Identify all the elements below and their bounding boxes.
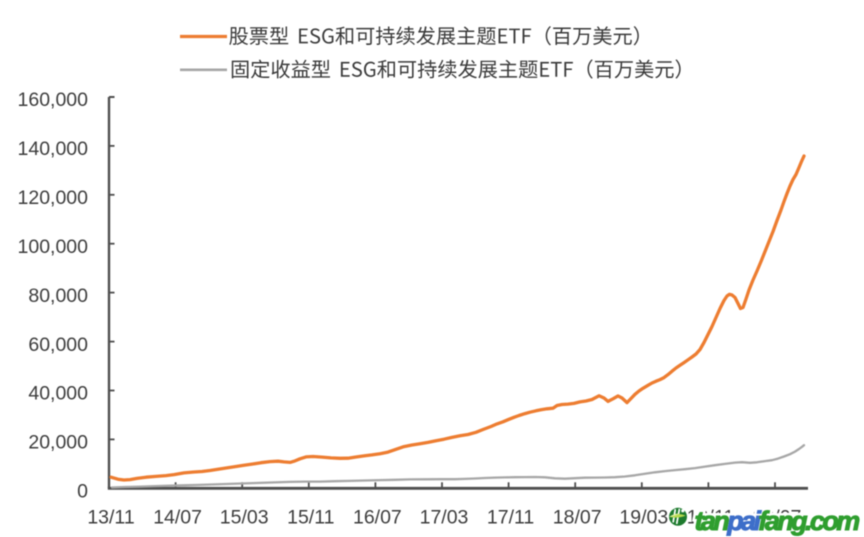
svg-text:40,000: 40,000 bbox=[28, 383, 88, 405]
svg-text:15/03: 15/03 bbox=[220, 507, 269, 529]
svg-text:60,000: 60,000 bbox=[28, 334, 88, 356]
svg-text:20/07: 20/07 bbox=[753, 507, 802, 529]
svg-text:140,000: 140,000 bbox=[18, 138, 89, 160]
svg-text:17/03: 17/03 bbox=[420, 507, 469, 529]
svg-text:19/11: 19/11 bbox=[687, 507, 734, 529]
svg-text:19/03: 19/03 bbox=[619, 507, 668, 529]
svg-text:16/07: 16/07 bbox=[353, 507, 402, 529]
svg-text:18/07: 18/07 bbox=[553, 507, 602, 529]
svg-text:14/07: 14/07 bbox=[153, 507, 202, 529]
svg-text:160,000: 160,000 bbox=[18, 89, 89, 111]
svg-text:17/11: 17/11 bbox=[487, 507, 534, 529]
svg-text:120,000: 120,000 bbox=[18, 187, 89, 209]
svg-text:13/11: 13/11 bbox=[87, 507, 134, 529]
svg-text:tanpaifang.com: tanpaifang.com bbox=[695, 506, 860, 536]
svg-text:tanpaifang.com: tanpaifang.com bbox=[695, 506, 860, 536]
svg-text:20,000: 20,000 bbox=[28, 432, 88, 454]
svg-text:15/11: 15/11 bbox=[287, 507, 334, 529]
svg-text:100,000: 100,000 bbox=[18, 236, 89, 258]
svg-text:80,000: 80,000 bbox=[28, 285, 88, 307]
svg-text:0: 0 bbox=[77, 481, 88, 503]
